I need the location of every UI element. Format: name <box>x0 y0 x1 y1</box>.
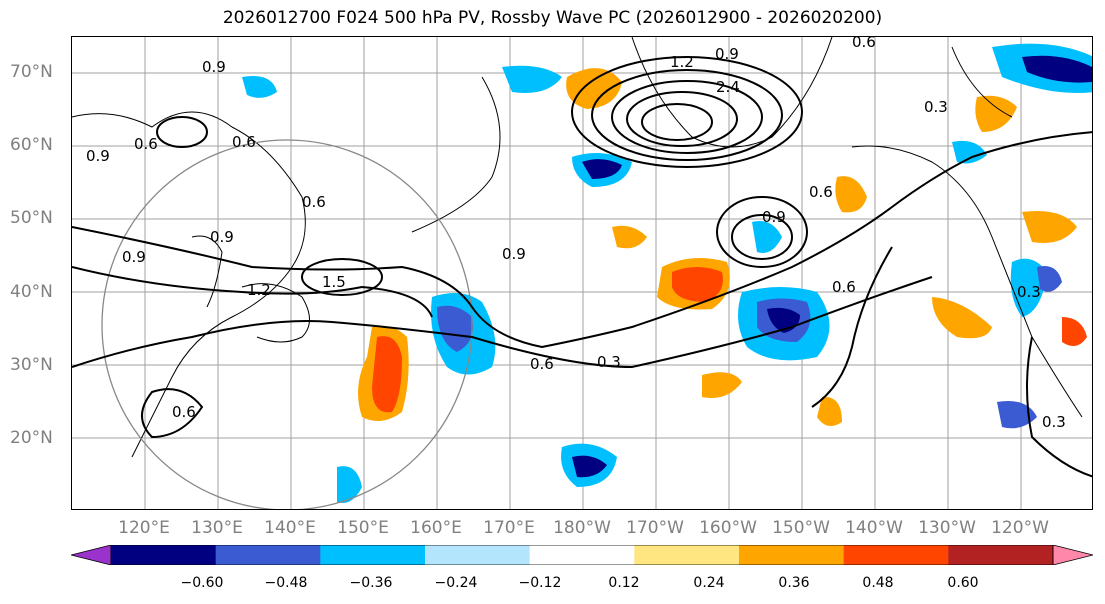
colorbar-tick-label: −0.24 <box>434 575 478 591</box>
lon-label: 130°E <box>191 518 243 538</box>
coastlines <box>72 37 1083 458</box>
graticule <box>72 37 1092 509</box>
positive-anomaly <box>932 297 992 339</box>
negative-anomaly <box>572 455 607 478</box>
negative-anomaly <box>582 159 622 179</box>
positive-anomaly <box>702 372 742 398</box>
contour-label: 0.9 <box>715 45 739 63</box>
colorbar-outline <box>110 545 1054 565</box>
contour-label: 0.9 <box>122 248 146 266</box>
colorbar-segment <box>529 545 635 565</box>
negative-anomaly <box>437 305 473 352</box>
lon-label: 120°E <box>118 518 170 538</box>
contour-label: 0.6 <box>809 183 833 201</box>
colorbar-tick-label: −0.36 <box>349 575 393 591</box>
negative-anomaly <box>1022 55 1092 83</box>
colorbar <box>71 545 1093 565</box>
negative-anomaly <box>752 221 782 253</box>
colorbar-tick-label: 0.36 <box>778 575 810 591</box>
lon-label: 140°W <box>845 518 903 538</box>
lon-label: 170°W <box>626 518 684 538</box>
lon-label: 180°W <box>553 518 611 538</box>
lon-label: 160°W <box>699 518 757 538</box>
contour-label: 0.6 <box>302 193 326 211</box>
lat-label-50n: 50°N <box>10 208 53 228</box>
contour-label: 2.4 <box>716 78 740 96</box>
colorbar-tick-label: 0.12 <box>608 575 640 591</box>
contour-label: 0.3 <box>597 353 621 371</box>
colorbar-segment <box>425 545 531 565</box>
colorbar-segment <box>111 545 217 565</box>
negative-anomaly <box>242 76 277 98</box>
colorbar-tick-label: 0.60 <box>947 575 979 591</box>
positive-anomaly <box>975 95 1017 132</box>
contour-label: 0.3 <box>924 98 948 116</box>
lat-label-60n: 60°N <box>10 135 53 155</box>
contour-label: 0.3 <box>1042 413 1066 431</box>
negative-anomaly <box>1037 266 1062 292</box>
positive-anomaly <box>672 267 723 302</box>
colorbar-extend-low <box>71 545 112 565</box>
negative-anomaly <box>337 466 362 503</box>
contour-label: 1.2 <box>670 53 694 71</box>
positive-anomaly <box>835 176 867 213</box>
lon-label: 150°E <box>337 518 389 538</box>
positive-anomaly <box>1022 211 1077 243</box>
negative-anomaly <box>952 140 987 164</box>
lat-label-40n: 40°N <box>10 282 53 302</box>
contour-label: 0.6 <box>832 278 856 296</box>
contour-label: 0.9 <box>86 147 110 165</box>
negative-anomaly <box>502 65 562 93</box>
lon-label: 170°E <box>483 518 535 538</box>
pv-contours <box>72 56 1092 478</box>
positive-anomaly <box>372 336 402 413</box>
contour-label: 0.9 <box>762 208 786 226</box>
lon-label: 150°W <box>772 518 830 538</box>
colorbar-segment <box>843 545 949 565</box>
lat-label-20n: 20°N <box>10 428 53 448</box>
search-radius-circle <box>101 139 473 509</box>
map-panel: 0.6 0.9 1.2 2.4 0.9 1.5 1.2 0.6 0.9 0.6 … <box>71 36 1093 510</box>
lat-label-30n: 30°N <box>10 355 53 375</box>
colorbar-extend-high <box>1052 545 1093 565</box>
colorbar-segment <box>320 545 426 565</box>
colorbar-tick-label: 0.24 <box>693 575 725 591</box>
contour-label: 0.6 <box>232 133 256 151</box>
positive-anomaly <box>566 68 622 109</box>
colorbar-segment <box>634 545 740 565</box>
contour-label: 0.6 <box>530 355 554 373</box>
contour-label: 1.2 <box>247 281 271 299</box>
contour-label: 0.3 <box>1017 283 1041 301</box>
contour-label: 0.9 <box>202 58 226 76</box>
negative-anomaly <box>997 401 1037 429</box>
lon-label: 140°E <box>264 518 316 538</box>
map-svg: 0.6 0.9 1.2 2.4 0.9 1.5 1.2 0.6 0.9 0.6 … <box>72 37 1092 509</box>
contour-label: 0.6 <box>172 403 196 421</box>
colorbar-segment <box>948 545 1054 565</box>
lon-label: 120°W <box>991 518 1049 538</box>
colorbar-segment <box>215 545 321 565</box>
contour-label: 0.9 <box>210 228 234 246</box>
colorbar-tick-label: 0.48 <box>862 575 894 591</box>
colorbar-tick-label: −0.60 <box>180 575 224 591</box>
colorbar-segments <box>71 545 1093 565</box>
positive-anomaly <box>1062 317 1087 346</box>
anomaly-shading <box>242 43 1092 503</box>
positive-anomaly <box>817 396 842 426</box>
contour-label: 1.5 <box>322 273 346 291</box>
colorbar-segment <box>739 545 845 565</box>
colorbar-tick-label: −0.48 <box>264 575 308 591</box>
positive-anomaly <box>612 225 647 249</box>
contour-label: 0.6 <box>852 37 876 51</box>
contour-label: 0.6 <box>134 135 158 153</box>
chart-title: 2026012700 F024 500 hPa PV, Rossby Wave … <box>222 8 883 28</box>
lon-label: 160°E <box>410 518 462 538</box>
lon-label: 130°W <box>918 518 976 538</box>
contour-label: 0.9 <box>502 245 526 263</box>
colorbar-tick-label: −0.12 <box>518 575 562 591</box>
contour-labels: 0.6 0.9 1.2 2.4 0.9 1.5 1.2 0.6 0.9 0.6 … <box>86 37 1066 431</box>
lat-label-70n: 70°N <box>10 62 53 82</box>
